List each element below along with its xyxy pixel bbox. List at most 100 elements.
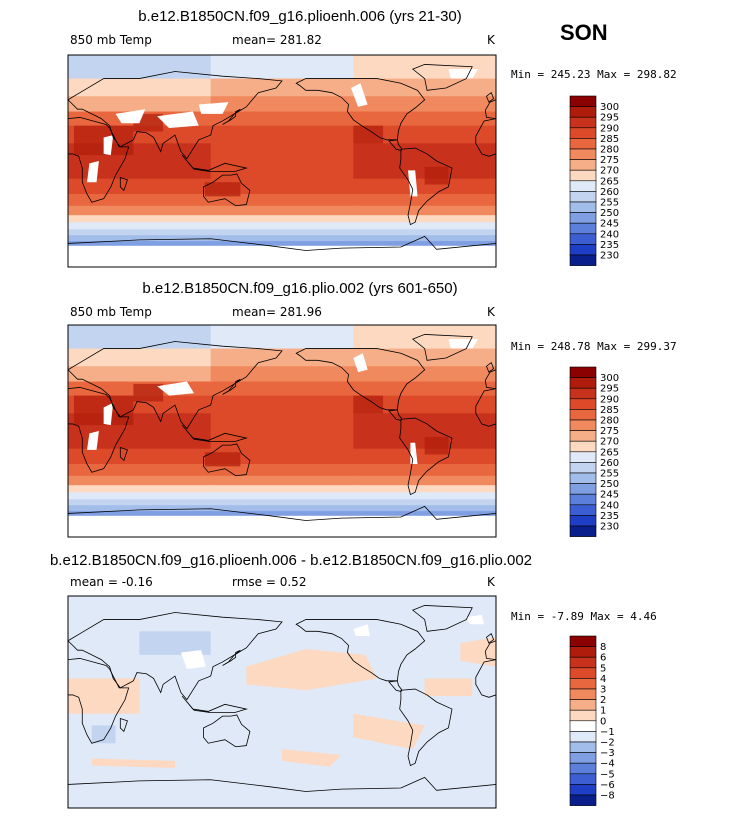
panel-2-colorbar-label: 250	[600, 479, 619, 490]
panel-1-units-label: K	[487, 33, 495, 47]
panel-1-colorbar-swatch	[569, 233, 597, 245]
panel-1-colorbar-swatch	[569, 191, 597, 203]
panel-3-colorbar-label: 4	[600, 674, 606, 685]
panel-1-colorbar: 3002952902852802752702652602552502452402…	[569, 95, 619, 266]
panel-2-colorbar-label: 290	[600, 394, 619, 405]
panel-3-title: b.e12.B1850CN.f09_g16.plioenh.006 - b.e1…	[49, 552, 533, 569]
panel-2-colorbar-swatch	[569, 398, 597, 410]
panel-2-colorbar-swatch	[569, 515, 597, 527]
panel-3-rmse-label: rmse = 0.52	[232, 575, 307, 589]
panel-2-mean-label: mean= 281.96	[232, 305, 322, 319]
panel-1-colorbar-swatch	[569, 106, 597, 118]
panel-3-colorbar-swatch	[569, 741, 597, 753]
panel-3-colorbar-swatch	[569, 688, 597, 700]
panel-1-colorbar-label: 240	[600, 229, 619, 240]
panel-2-units-label: K	[487, 305, 495, 319]
panel-2-colorbar-label: 285	[600, 405, 619, 416]
panel-1-colorbar-label: 230	[600, 251, 619, 262]
panel-3-colorbar-swatch	[569, 731, 597, 743]
panel-2-colorbar-label: 295	[600, 384, 619, 395]
panel-3-colorbar-label: −2	[600, 738, 615, 749]
panel-1-colorbar-swatch	[569, 254, 597, 266]
panel-2-colorbar-swatch	[569, 409, 597, 421]
panel-1-colorbar-label: 280	[600, 145, 619, 156]
panel-1-colorbar-label: 275	[600, 155, 619, 166]
panel-1-colorbar-swatch	[569, 148, 597, 160]
panel-2-colorbar-label: 245	[600, 490, 619, 501]
panel-1-colorbar-swatch	[569, 212, 597, 224]
panel-1-colorbar-swatch	[569, 169, 597, 182]
panel-1-mean-label: mean= 281.82	[232, 33, 322, 47]
panel-3-colorbar-label: 1	[600, 706, 606, 717]
panel-2-colorbar-swatch	[569, 493, 597, 506]
panel-1-colorbar-swatch	[569, 116, 597, 129]
panel-1-colorbar-label: 255	[600, 198, 619, 209]
panel-2-colorbar-label: 235	[600, 511, 619, 522]
panel-1-colorbar-label: 260	[600, 187, 619, 198]
panel-2-colorbar-swatch	[569, 430, 597, 442]
panel-3-minmax: Min = -7.89 Max = 4.46	[511, 610, 657, 623]
panel-2-colorbar-label: 230	[600, 522, 619, 533]
panel-2-colorbar-swatch	[569, 440, 597, 453]
panel-2-colorbar-label: 275	[600, 426, 619, 437]
panel-3-colorbar-label: 3	[600, 685, 606, 696]
panel-2-map	[67, 324, 497, 538]
panel-3-mean-label: mean = -0.16	[70, 575, 153, 589]
panel-2-colorbar-label: 300	[600, 373, 619, 384]
panel-2-variable-label: 850 mb Temp	[70, 305, 152, 319]
panel-3-colorbar-swatch	[569, 709, 597, 722]
panel-2-colorbar-swatch	[569, 387, 597, 400]
panel-3-colorbar-swatch	[569, 656, 597, 669]
season-label: SON	[560, 20, 608, 45]
panel-2-colorbar-swatch	[569, 472, 597, 484]
panel-1-colorbar-swatch	[569, 244, 597, 256]
panel-2-colorbar: 3002952902852802752702652602552502452402…	[569, 366, 619, 537]
panel-3-colorbar-label: 0	[600, 716, 606, 727]
panel-3-colorbar-swatch	[569, 646, 597, 658]
panel-2-colorbar-swatch	[569, 451, 597, 463]
panel-3-colorbar-swatch	[569, 635, 597, 647]
panel-3-colorbar-swatch	[569, 773, 597, 785]
panel-2-colorbar-swatch	[569, 462, 597, 474]
panel-1-colorbar-label: 285	[600, 134, 619, 145]
panel-1-colorbar-swatch	[569, 95, 597, 107]
panel-2-colorbar-label: 240	[600, 500, 619, 511]
panel-3-colorbar-swatch	[569, 720, 597, 732]
panel-1-minmax: Min = 245.23 Max = 298.82	[511, 68, 677, 81]
panel-1-colorbar-swatch	[569, 180, 597, 192]
panel-2-frame	[67, 324, 497, 538]
panel-3-colorbar-label: −6	[600, 780, 615, 791]
panel-2-field	[68, 325, 497, 538]
panel-2-colorbar-swatch	[569, 525, 597, 537]
panel-1-colorbar-swatch	[569, 138, 597, 150]
panel-2-colorbar-label: 255	[600, 469, 619, 480]
panel-3-colorbar-label: 5	[600, 663, 606, 674]
panel-1-variable-label: 850 mb Temp	[70, 33, 152, 47]
panel-3-colorbar-label: 2	[600, 695, 606, 706]
panel-3-colorbar-swatch	[569, 678, 597, 690]
panel-3-colorbar-label: −3	[600, 748, 615, 759]
panel-2-title: b.e12.B1850CN.f09_g16.plio.002 (yrs 601-…	[142, 280, 458, 297]
panel-3-colorbar-label: −8	[600, 791, 615, 802]
panel-2-colorbar-swatch	[569, 483, 597, 495]
panel-3-colorbar-label: −1	[600, 727, 615, 738]
panel-2-colorbar-label: 260	[600, 458, 619, 469]
panel-3-colorbar-swatch	[569, 699, 597, 711]
panel-3-colorbar-label: −4	[600, 759, 615, 770]
panel-1-colorbar-label: 265	[600, 176, 619, 187]
panel-3-units-label: K	[487, 575, 495, 589]
panel-3-colorbar-label: 8	[600, 642, 606, 653]
panel-1-colorbar-swatch	[569, 127, 597, 139]
panel-1-frame	[67, 54, 497, 268]
panel-3-field	[68, 596, 496, 808]
panel-3-colorbar-label: 6	[600, 653, 606, 664]
panel-1-colorbar-swatch	[569, 159, 597, 171]
panel-2-colorbar-swatch	[569, 504, 597, 516]
panel-1-colorbar-label: 250	[600, 208, 619, 219]
panel-2-colorbar-swatch	[569, 377, 597, 389]
panel-3-colorbar-label: −5	[600, 769, 615, 780]
panel-2-colorbar-label: 265	[600, 447, 619, 458]
panel-1-colorbar-label: 245	[600, 219, 619, 230]
panel-2-colorbar-label: 270	[600, 437, 619, 448]
